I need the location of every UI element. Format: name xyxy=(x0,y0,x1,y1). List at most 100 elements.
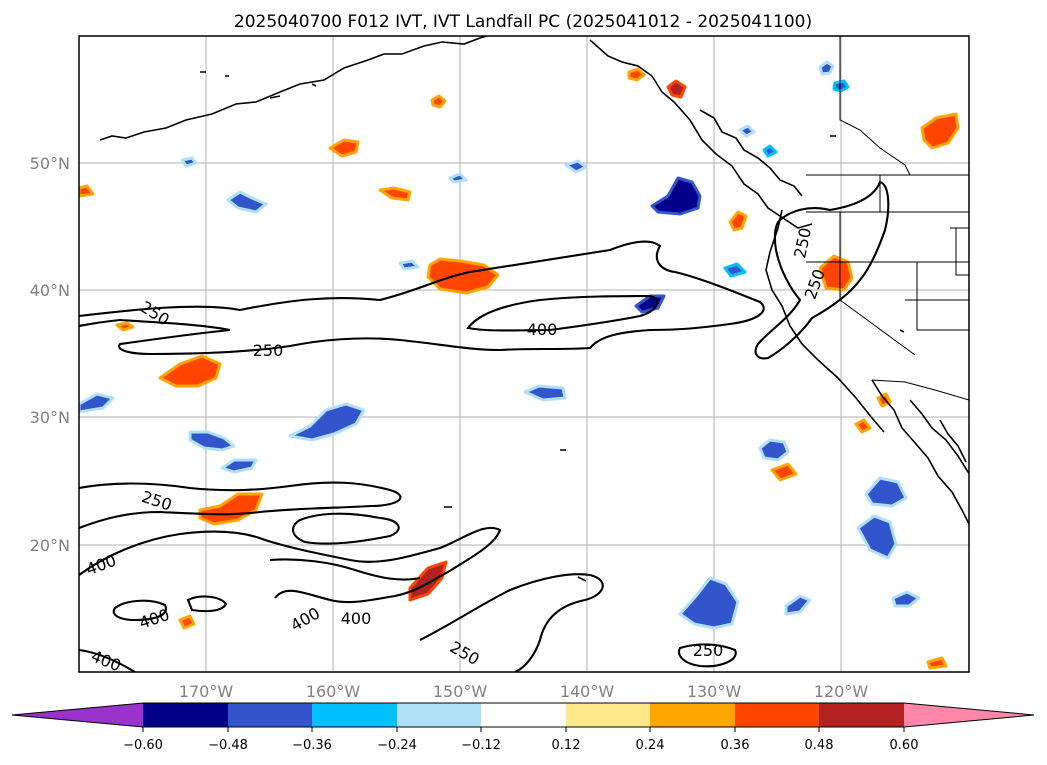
anomaly-blob xyxy=(818,60,835,76)
anomaly-blob xyxy=(79,392,115,414)
colorbar-extend-min xyxy=(12,703,143,727)
anomaly-blob xyxy=(666,79,687,99)
lat-label-50n: 50°N xyxy=(30,154,70,173)
anomaly-blob xyxy=(818,254,854,292)
anomaly-blob xyxy=(650,176,702,216)
ivt-contour-250-coastal xyxy=(754,180,890,360)
contour-label: 250 xyxy=(253,341,284,360)
colorbar-tick-label: −0.24 xyxy=(377,738,417,753)
coastlines xyxy=(99,36,969,582)
us-mexico-border xyxy=(871,379,969,401)
anomaly-blob xyxy=(408,560,448,602)
colorbar-tick-label: 0.36 xyxy=(721,738,750,753)
anomaly-blob xyxy=(328,138,360,158)
colorbar-tick-label: 0.48 xyxy=(805,738,834,753)
lat-label-20n: 20°N xyxy=(30,536,70,555)
colorbar-tick-label: −0.36 xyxy=(292,738,332,753)
anomaly-blob xyxy=(188,430,236,452)
ivt-contour-250-southeast xyxy=(678,643,737,668)
ivt-contour-250-south-east xyxy=(419,573,604,672)
anomaly-blob xyxy=(920,112,960,150)
anomaly-blob xyxy=(226,190,268,214)
anomaly-blob xyxy=(728,210,748,232)
anomaly-blob xyxy=(891,590,921,608)
colorbar-extend-max xyxy=(904,703,1034,727)
islands xyxy=(200,71,905,582)
colorbar-segment xyxy=(143,703,228,727)
ivt-contour-400-south-west xyxy=(79,526,502,604)
map-background xyxy=(79,36,969,672)
anomaly-blob xyxy=(723,262,747,278)
anomaly-blob xyxy=(158,354,222,388)
colorbar-segment xyxy=(566,703,650,727)
contour-label: 400 xyxy=(341,609,372,628)
contour-label: 250 xyxy=(693,641,724,660)
colorbar-tick-label: 0.12 xyxy=(552,738,581,753)
colorbar-segment xyxy=(735,703,819,727)
lon-label-150w: 150°W xyxy=(433,682,488,701)
colorbar-segment xyxy=(650,703,735,727)
ivt-contour-400-bottom-left xyxy=(79,648,136,672)
colorbar-tick-label: 0.60 xyxy=(890,738,919,753)
anomaly-blob xyxy=(198,492,264,526)
ivt-contour-400-north xyxy=(466,294,659,332)
figure-title: 2025040700 F012 IVT, IVT Landfall PC (20… xyxy=(234,12,812,32)
ivt-contour-400-south-small-2 xyxy=(186,595,228,613)
longitude-labels: 170°W 160°W 150°W 140°W 130°W 120°W xyxy=(179,682,869,701)
anomaly-blob xyxy=(926,656,948,670)
ivt-contour-250-south-mid xyxy=(269,558,421,581)
colorbar-tick-label: −0.48 xyxy=(208,738,248,753)
anomaly-blob xyxy=(378,186,412,202)
anomaly-blob xyxy=(220,458,258,474)
anomaly-blob xyxy=(115,321,135,332)
lon-label-170w: 170°W xyxy=(179,682,234,701)
lon-label-130w: 130°W xyxy=(687,682,742,701)
anomaly-blob xyxy=(864,476,908,508)
pc-anomaly-fills xyxy=(79,60,960,670)
anomaly-blob xyxy=(430,94,447,109)
lon-label-120w: 120°W xyxy=(814,682,869,701)
anomaly-blob xyxy=(832,79,850,93)
lat-label-40n: 40°N xyxy=(30,281,70,300)
anomaly-blob xyxy=(180,156,198,168)
colorbar-segment xyxy=(397,703,481,727)
anomaly-blob xyxy=(762,144,778,158)
colorbar-segment xyxy=(312,703,397,727)
colorbar: −0.60 −0.48 −0.36 −0.24 −0.12 0.12 0.24 … xyxy=(11,702,1035,753)
anomaly-blob xyxy=(523,384,567,402)
colorbar-tick-label: 0.24 xyxy=(636,738,665,753)
anomaly-blob xyxy=(738,124,756,138)
ivt-contours xyxy=(79,180,890,672)
ivt-contour-400-south-lobe xyxy=(292,512,400,545)
alaska-coast xyxy=(99,36,490,141)
alaska-panhandle-coast xyxy=(589,39,813,229)
anomaly-blob xyxy=(398,259,420,271)
colorbar-segment xyxy=(228,703,312,727)
anomaly-blob xyxy=(448,172,468,184)
colorbar-tick-label: −0.12 xyxy=(461,738,501,753)
anomaly-blob xyxy=(627,67,646,82)
ivt-contour-400-south-small xyxy=(112,599,167,622)
colorbar-segment xyxy=(819,703,904,727)
baja-coast xyxy=(871,379,969,526)
alaska-canada-border xyxy=(839,36,911,176)
map-frame xyxy=(78,35,970,673)
anomaly-blob xyxy=(564,159,588,174)
anomaly-blob xyxy=(784,594,812,616)
anomaly-blob xyxy=(854,418,872,434)
anomaly-blob xyxy=(758,438,790,462)
anomaly-blob xyxy=(770,462,798,482)
mexico-mainland-coast xyxy=(939,419,967,463)
us-west-coast xyxy=(765,209,885,433)
anomaly-blob xyxy=(288,402,366,442)
graticule xyxy=(79,36,969,672)
lon-label-140w: 140°W xyxy=(560,682,615,701)
anomaly-blob xyxy=(856,514,898,560)
ivt-contour-250-south xyxy=(79,481,402,529)
contour-label: 400 xyxy=(527,320,558,339)
anomaly-blob xyxy=(678,576,740,630)
colorbar-segment xyxy=(481,703,566,727)
colorbar-tick-label: −0.60 xyxy=(123,738,163,753)
anomaly-blob xyxy=(79,184,95,198)
